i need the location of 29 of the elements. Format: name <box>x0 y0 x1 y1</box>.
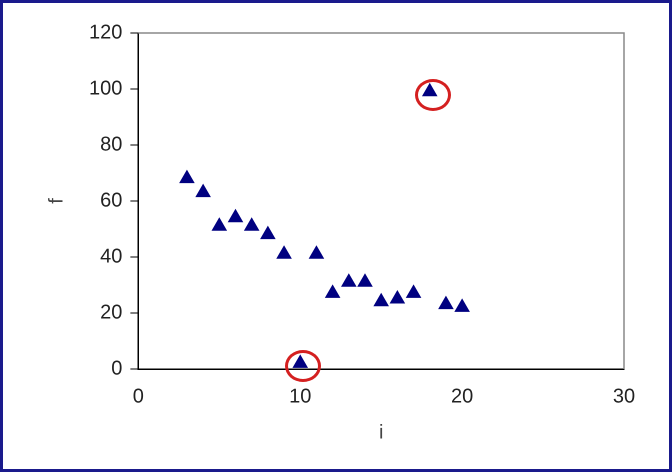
point <box>406 284 421 298</box>
y-tick-label: 80 <box>100 134 122 156</box>
point <box>276 246 292 259</box>
point <box>244 218 260 231</box>
y-tick-label: 60 <box>100 190 122 212</box>
point <box>325 284 340 298</box>
y-tick-label: 0 <box>111 358 122 380</box>
point <box>212 218 227 231</box>
point <box>309 246 324 259</box>
point <box>374 293 389 306</box>
point <box>196 184 211 198</box>
point <box>454 298 470 312</box>
point <box>228 209 243 222</box>
x-tick-label: 30 <box>612 386 636 408</box>
y-tick-label: 100 <box>88 78 122 100</box>
x-tick-label: 20 <box>451 386 474 408</box>
y-axis-title: f <box>46 198 68 204</box>
x-tick-label: 0 <box>132 386 144 408</box>
point <box>260 226 276 240</box>
y-tick-label: 20 <box>100 302 122 324</box>
x-axis-title: i <box>378 422 384 444</box>
y-tick-label: 120 <box>88 22 122 44</box>
x-tick-label: 10 <box>289 386 312 408</box>
point <box>358 274 372 287</box>
y-tick-label: 40 <box>100 246 122 268</box>
point <box>180 170 194 184</box>
point <box>390 290 405 304</box>
point <box>438 296 454 310</box>
point <box>341 274 356 287</box>
